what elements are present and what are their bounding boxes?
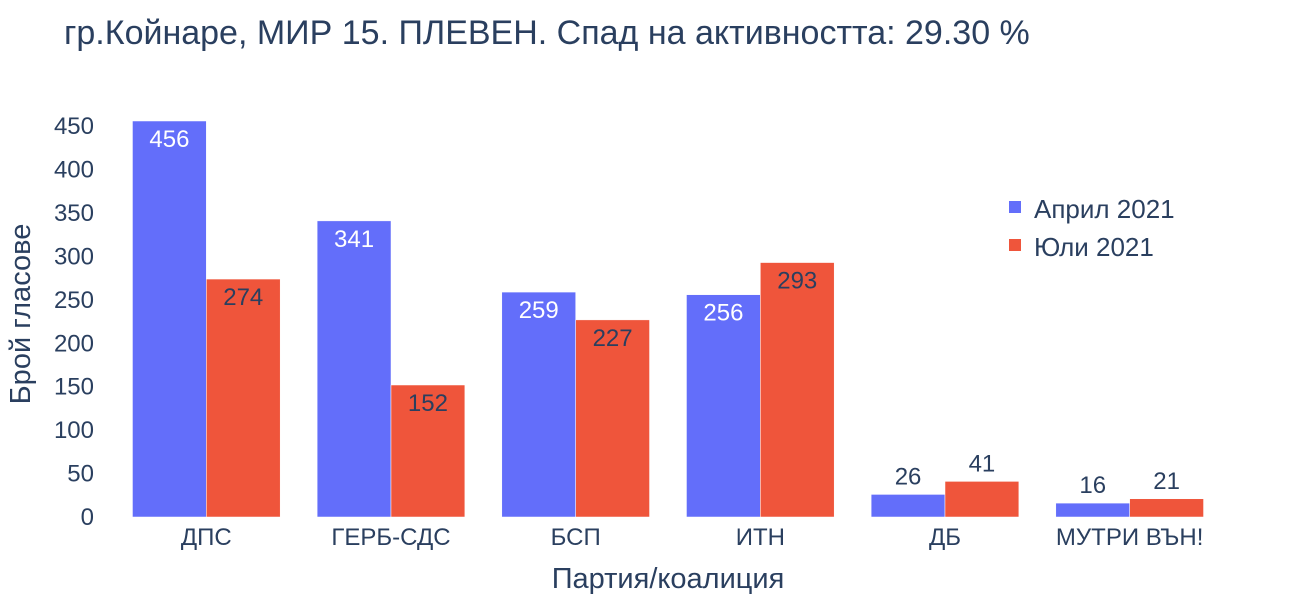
bar[interactable] xyxy=(390,384,466,518)
bar[interactable] xyxy=(870,494,946,518)
bar-value-label: 26 xyxy=(895,463,922,490)
y-tick-label: 100 xyxy=(54,417,94,444)
bar[interactable] xyxy=(132,120,207,518)
bar[interactable] xyxy=(1129,498,1204,518)
y-axis: 0 50 100 150 200 250 300 350 400 450 xyxy=(54,113,94,531)
y-tick-label: 300 xyxy=(54,243,94,270)
x-tick-label: ГЕРБ-СДС xyxy=(331,524,450,551)
x-axis-title: Партия/коалиция xyxy=(552,563,785,595)
bar[interactable] xyxy=(944,481,1020,518)
bars: 456 274 341 152 259 227 256 293 26 41 16 21 xyxy=(132,120,1204,518)
y-tick-label: 50 xyxy=(67,461,94,488)
bar[interactable] xyxy=(760,262,835,518)
y-tick-label: 400 xyxy=(54,157,94,184)
bar-value-label: 293 xyxy=(777,268,817,295)
legend-swatch xyxy=(1009,201,1021,213)
bar[interactable] xyxy=(686,294,761,518)
x-tick-label: МУТРИ ВЪН! xyxy=(1056,524,1203,551)
x-tick-label: ДБ xyxy=(929,524,961,551)
bar-value-label: 456 xyxy=(149,126,189,153)
bar[interactable] xyxy=(316,220,392,518)
y-tick-label: 250 xyxy=(54,287,94,314)
bar[interactable] xyxy=(501,291,576,518)
y-tick-label: 350 xyxy=(54,200,94,227)
bar[interactable] xyxy=(575,319,650,518)
legend-item[interactable]: Април 2021 xyxy=(1009,194,1175,224)
bar-value-label: 274 xyxy=(223,284,263,311)
y-tick-label: 200 xyxy=(54,330,94,357)
bar-value-label: 256 xyxy=(703,300,743,327)
bar-value-label: 259 xyxy=(519,297,559,324)
x-tick-label: ДПС xyxy=(181,524,232,551)
bar-value-label: 227 xyxy=(593,325,633,352)
y-tick-label: 450 xyxy=(54,113,94,140)
bar[interactable] xyxy=(206,278,281,518)
y-tick-label: 0 xyxy=(81,504,94,531)
bar-value-label: 21 xyxy=(1153,468,1180,495)
x-tick-label: ИТН xyxy=(736,524,785,551)
legend[interactable]: Април 2021 Юли 2021 xyxy=(1009,194,1175,262)
bar[interactable] xyxy=(1055,502,1130,518)
y-axis-title: Брой гласове xyxy=(5,224,37,405)
x-tick-label: БСП xyxy=(551,524,601,551)
bar-value-label: 341 xyxy=(334,226,374,253)
x-axis: ДПС ГЕРБ-СДС БСП ИТН ДБ МУТРИ ВЪН! xyxy=(181,524,1203,551)
bar-value-label: 41 xyxy=(969,450,996,477)
legend-swatch xyxy=(1009,239,1021,251)
chart-title: гр.Койнаре, МИР 15. ПЛЕВЕН. Спад на акти… xyxy=(64,14,1030,52)
legend-label: Април 2021 xyxy=(1034,194,1175,224)
legend-label: Юли 2021 xyxy=(1034,232,1154,262)
bar-value-label: 152 xyxy=(408,390,448,417)
y-tick-label: 150 xyxy=(54,374,94,401)
legend-item[interactable]: Юли 2021 xyxy=(1009,232,1154,262)
bar-value-label: 16 xyxy=(1079,472,1106,499)
